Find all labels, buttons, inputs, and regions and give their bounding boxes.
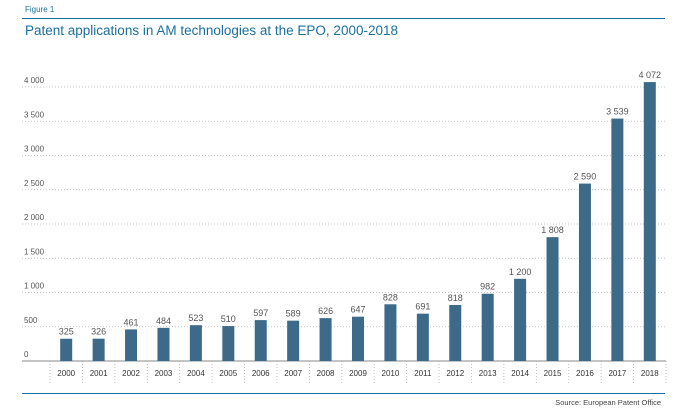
bar-value-label: 326: [91, 327, 106, 337]
x-tick-label: 2007: [284, 369, 302, 378]
chart-title: Patent applications in AM technologies a…: [25, 23, 398, 38]
bar-value-label: 484: [156, 316, 171, 326]
bar: [578, 183, 591, 361]
bar-value-label: 461: [124, 317, 139, 327]
y-tick-label: 2 500: [24, 179, 45, 188]
bar: [514, 278, 527, 361]
bar: [416, 313, 429, 361]
source-note: Source: European Patent Office: [555, 398, 661, 407]
bar-value-label: 523: [188, 313, 203, 323]
x-tick-label: 2001: [90, 369, 108, 378]
x-tick-label: 2009: [349, 369, 367, 378]
x-tick-label: 2005: [219, 369, 237, 378]
bar-value-label: 325: [59, 327, 74, 337]
bar: [92, 338, 105, 361]
x-tick-label: 2018: [641, 369, 659, 378]
bar: [384, 304, 397, 361]
x-tick-label: 2016: [576, 369, 594, 378]
bar: [643, 82, 656, 362]
x-tick-label: 2013: [479, 369, 497, 378]
bar: [60, 338, 73, 361]
x-tick-label: 2008: [317, 369, 335, 378]
x-tick-label: 2006: [252, 369, 270, 378]
bar-value-label: 626: [318, 306, 333, 316]
x-tick-label: 2004: [187, 369, 205, 378]
bar: [189, 325, 202, 361]
bar-value-label: 691: [415, 302, 430, 312]
figure-label: Figure 1: [25, 5, 55, 14]
bar-value-label: 510: [221, 314, 236, 324]
y-tick-label: 4 000: [24, 76, 45, 85]
y-tick-label: 1 500: [24, 247, 45, 256]
bar-value-label: 1 200: [509, 267, 532, 277]
y-tick-label: 3 500: [24, 110, 45, 119]
bar-value-label: 4 072: [639, 70, 662, 80]
bar: [611, 118, 624, 362]
y-tick-label: 500: [24, 316, 38, 325]
bar: [546, 237, 559, 361]
y-tick-label: 2 000: [24, 213, 45, 222]
y-tick-label: 0: [24, 350, 29, 359]
bar: [319, 318, 332, 361]
x-tick-label: 2010: [382, 369, 400, 378]
bar: [254, 320, 267, 361]
bar-value-label: 828: [383, 292, 398, 302]
x-tick-label: 2014: [511, 369, 529, 378]
y-tick-label: 1 000: [24, 282, 45, 291]
bottom-rule: [22, 393, 665, 394]
x-tick-label: 2000: [57, 369, 75, 378]
x-tick-label: 2017: [608, 369, 626, 378]
bar-value-label: 647: [350, 305, 365, 315]
bar-value-label: 1 808: [541, 225, 564, 235]
bar: [287, 320, 300, 361]
x-tick-label: 2011: [414, 369, 432, 378]
bar: [481, 293, 494, 361]
bar-value-label: 3 539: [606, 107, 629, 117]
bar-value-label: 818: [448, 293, 463, 303]
y-tick-label: 3 000: [24, 145, 45, 154]
bar: [449, 304, 462, 361]
x-tick-label: 2003: [155, 369, 173, 378]
top-rule: [22, 18, 665, 19]
bar: [222, 326, 235, 361]
bar: [125, 329, 138, 361]
x-tick-label: 2012: [446, 369, 464, 378]
x-tick-label: 2015: [544, 369, 562, 378]
bar-value-label: 597: [253, 308, 268, 318]
bar: [157, 327, 170, 361]
x-tick-label: 2002: [122, 369, 140, 378]
bar-value-label: 2 590: [574, 172, 597, 182]
bar-value-label: 982: [480, 282, 495, 292]
bar: [352, 316, 364, 361]
bar-value-label: 589: [286, 309, 301, 319]
